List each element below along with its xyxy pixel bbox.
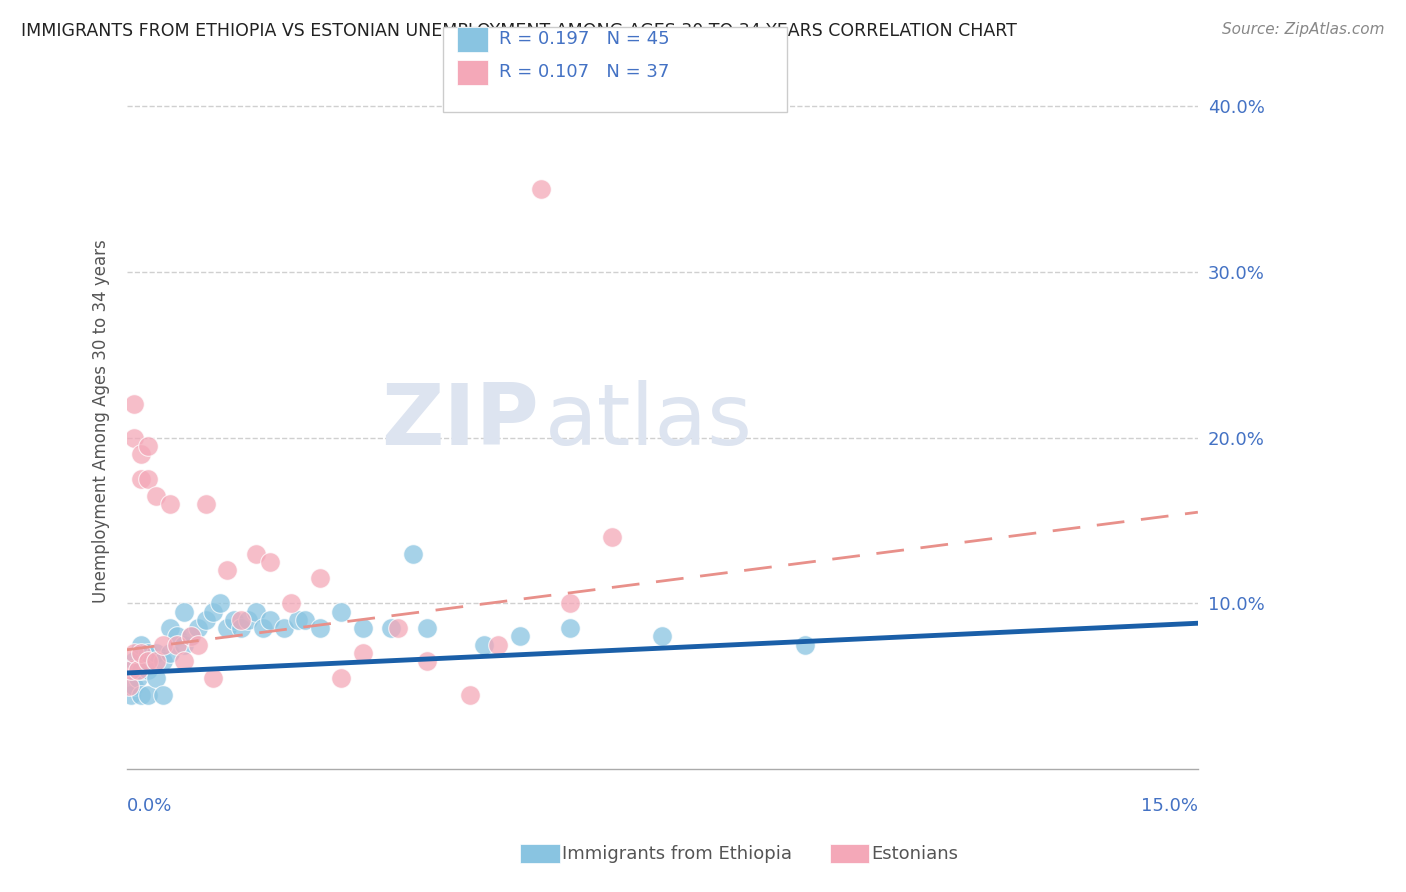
Point (558, 596, 581, 610)
Point (238, 613, 260, 627)
Point (231, 613, 253, 627)
Point (530, 182, 553, 196)
Point (127, 671, 149, 685)
Point (138, 654, 160, 668)
Point (120, 688, 142, 702)
Point (122, 679, 145, 693)
Text: 15.0%: 15.0% (1140, 797, 1198, 815)
Point (273, 621, 295, 635)
Point (330, 605, 353, 619)
Point (145, 654, 167, 668)
Point (259, 555, 281, 569)
Text: Source: ZipAtlas.com: Source: ZipAtlas.com (1222, 22, 1385, 37)
Point (259, 613, 281, 627)
Point (308, 572, 330, 586)
Point (252, 621, 274, 635)
Text: Immigrants from Ethiopia: Immigrants from Ethiopia (562, 845, 793, 863)
Point (352, 621, 374, 635)
Point (122, 646, 145, 660)
Point (215, 563, 238, 577)
Point (201, 671, 224, 685)
Point (173, 605, 195, 619)
Point (458, 688, 481, 702)
Point (509, 630, 531, 644)
Point (166, 630, 188, 644)
Point (122, 654, 145, 668)
Point (173, 638, 195, 652)
Point (416, 654, 439, 668)
Point (129, 646, 152, 660)
Point (280, 596, 302, 610)
Point (245, 605, 267, 619)
Point (129, 447, 152, 461)
Point (138, 688, 160, 702)
Text: R = 0.107   N = 37: R = 0.107 N = 37 (499, 63, 669, 81)
Point (138, 472, 160, 486)
Point (794, 638, 817, 652)
Point (129, 638, 152, 652)
Point (187, 621, 209, 635)
Point (416, 621, 439, 635)
Point (145, 646, 167, 660)
Point (194, 497, 217, 511)
Y-axis label: Unemployment Among Ages 30 to 34 years: Unemployment Among Ages 30 to 34 years (93, 239, 110, 603)
Point (138, 439, 160, 453)
Point (330, 671, 353, 685)
Point (120, 663, 142, 677)
Point (231, 621, 253, 635)
Point (127, 663, 149, 677)
Point (138, 646, 160, 660)
Point (122, 397, 145, 411)
Point (472, 638, 495, 652)
Point (387, 621, 409, 635)
Point (118, 679, 141, 693)
Text: ZIP: ZIP (381, 379, 540, 463)
Text: 0.0%: 0.0% (127, 797, 173, 815)
Point (173, 654, 195, 668)
Point (129, 472, 152, 486)
Point (159, 621, 181, 635)
Point (145, 489, 167, 503)
Point (159, 497, 181, 511)
Point (152, 638, 174, 652)
Point (180, 630, 202, 644)
Point (352, 646, 374, 660)
Point (558, 621, 581, 635)
Point (201, 605, 224, 619)
Text: R = 0.197   N = 45: R = 0.197 N = 45 (499, 30, 669, 48)
Point (208, 596, 231, 610)
Point (122, 431, 145, 445)
Text: atlas: atlas (544, 379, 752, 463)
Point (166, 638, 188, 652)
Point (401, 547, 423, 561)
Point (308, 621, 330, 635)
Point (180, 630, 202, 644)
Text: Estonians: Estonians (872, 845, 959, 863)
Point (294, 613, 316, 627)
Point (287, 613, 309, 627)
Text: IMMIGRANTS FROM ETHIOPIA VS ESTONIAN UNEMPLOYMENT AMONG AGES 30 TO 34 YEARS CORR: IMMIGRANTS FROM ETHIOPIA VS ESTONIAN UNE… (21, 22, 1017, 40)
Point (486, 638, 509, 652)
Point (215, 621, 238, 635)
Point (222, 613, 245, 627)
Point (138, 663, 160, 677)
Point (651, 630, 673, 644)
Point (145, 671, 167, 685)
Point (152, 688, 174, 702)
Point (152, 654, 174, 668)
Point (380, 621, 402, 635)
Point (129, 688, 152, 702)
Point (602, 530, 624, 544)
Point (187, 638, 209, 652)
Point (194, 613, 217, 627)
Point (245, 547, 267, 561)
Point (129, 663, 152, 677)
Point (159, 646, 181, 660)
